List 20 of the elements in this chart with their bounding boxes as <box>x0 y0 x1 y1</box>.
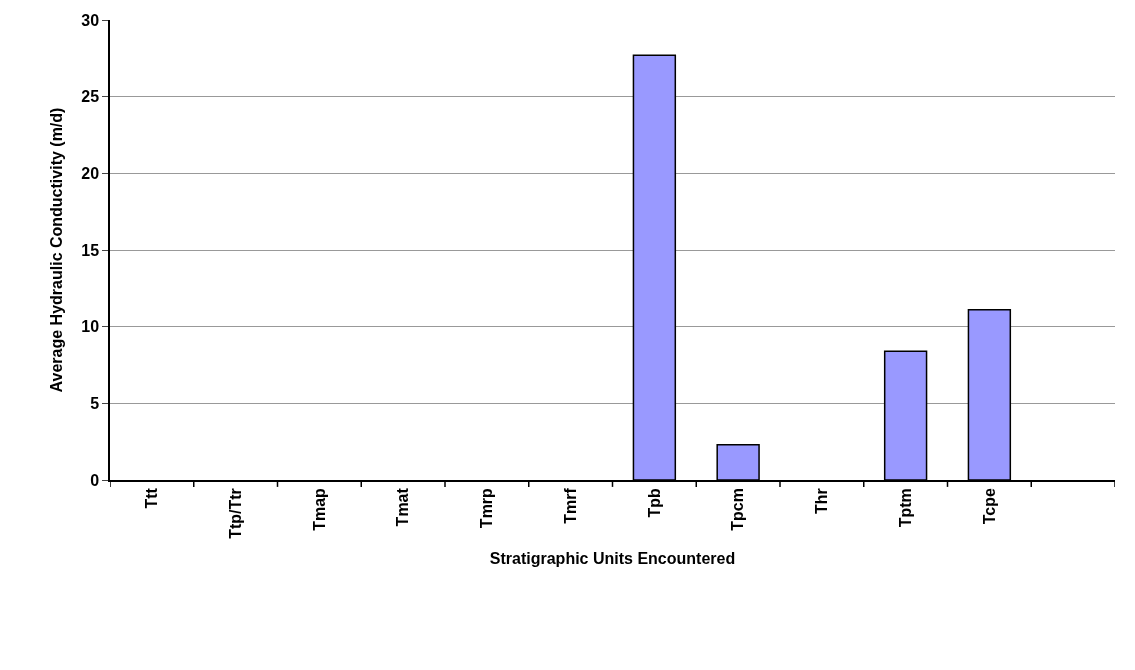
x-tick-label: Tpb <box>645 487 663 518</box>
x-tick-label: Tmat <box>394 487 412 527</box>
x-tick-label: Tmrp <box>478 487 496 529</box>
y-axis-title: Average Hydraulic Conductivity (m/d) <box>47 107 65 393</box>
x-tick-label: Ttp/Ttr <box>226 488 244 539</box>
x-axis-title: Stratigraphic Units Encountered <box>489 550 736 568</box>
y-tick-label: 20 <box>81 164 100 182</box>
x-tick-label: Tmap <box>310 487 328 531</box>
y-tick-label: 15 <box>81 241 100 259</box>
x-tick-label: Tpcm <box>729 488 747 531</box>
y-tick-label: 30 <box>81 11 100 29</box>
y-tick-label: 25 <box>81 88 100 106</box>
x-tick-label: Thr <box>813 488 831 514</box>
x-tick-label: Tmrf <box>561 487 579 524</box>
x-tick-label: Ttt <box>143 487 161 509</box>
y-tick-label: 5 <box>90 394 100 412</box>
y-tick-label: 10 <box>81 318 100 336</box>
x-tick-label: Tptm <box>896 488 914 528</box>
y-tick-label: 0 <box>90 471 100 489</box>
x-tick-label: Tcpe <box>980 488 998 525</box>
